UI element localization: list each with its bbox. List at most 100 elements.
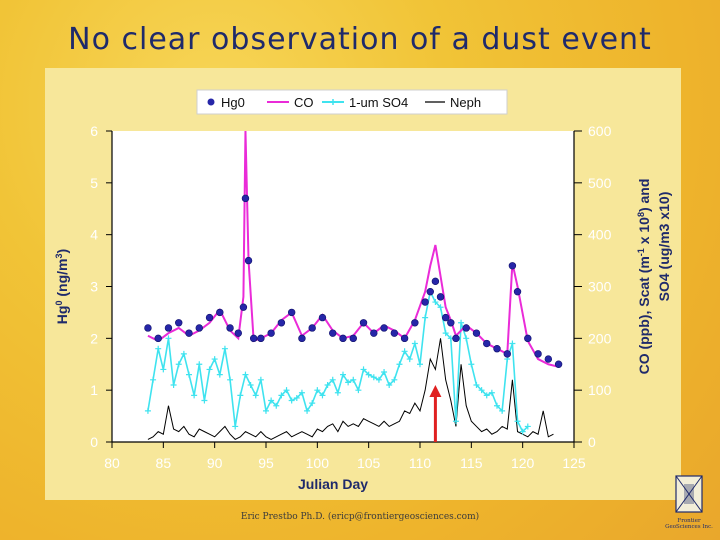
x-tick-label: 120 <box>511 455 535 471</box>
y-left-tick-label: 3 <box>90 279 98 295</box>
series-hg0-point <box>318 313 327 322</box>
series-so4-point <box>519 428 526 435</box>
series-so4-point <box>160 366 167 373</box>
chart-panel: 80 85 90 95 100 105 110 115 120 125 0 1 2 3 4 5 6 0 100 200… <box>45 68 681 500</box>
plot-area <box>112 131 574 442</box>
series-so4-point <box>252 392 259 399</box>
series-so4-point <box>293 394 300 401</box>
footer-credit: Eric Prestbo Ph.D. (ericp@frontiergeosci… <box>240 512 480 522</box>
series-hg0-point <box>503 350 511 358</box>
series-hg0-point <box>298 334 306 343</box>
series-hg0-point <box>524 334 532 343</box>
x-tick-label: 90 <box>207 455 223 471</box>
series-hg0-point <box>400 334 409 343</box>
legend-so4-marker <box>330 99 336 105</box>
series-so4-point <box>463 335 470 342</box>
series-so4-point <box>386 381 393 388</box>
series-so4-point <box>452 418 459 425</box>
series-hg0-point <box>544 355 553 363</box>
series-so4-point <box>144 407 151 414</box>
logo-text: Frontier GeoSciences Inc. <box>662 518 716 530</box>
slide-title: No clear observation of a dust event <box>68 22 652 57</box>
series-hg0-point <box>234 329 242 337</box>
x-tick-label: 115 <box>460 455 483 471</box>
x-tick-label: 85 <box>156 455 172 471</box>
y-right-tick-label: 600 <box>588 123 612 139</box>
series-so4-point <box>350 376 357 383</box>
series-so4-point <box>401 348 408 355</box>
series-so4-point <box>370 374 377 381</box>
series-so4-point <box>304 407 311 414</box>
y-left-tick-label: 4 <box>90 227 98 243</box>
x-tick-label: 110 <box>409 455 432 471</box>
series-hg0-point <box>380 324 388 332</box>
series-hg0-point <box>411 319 419 327</box>
series-so4-point <box>232 423 239 430</box>
series-hg0-point <box>493 345 501 353</box>
series-so4-point <box>324 381 331 388</box>
series-hg0-point <box>508 262 517 270</box>
series-so4-point <box>263 407 269 414</box>
series-so4-point <box>406 356 413 363</box>
series-hg0-point <box>426 287 434 296</box>
series-so4-point <box>473 381 480 388</box>
series-so4-point <box>365 371 372 378</box>
annotation-arrow-head <box>429 384 442 397</box>
y-left-tick-label: 5 <box>90 175 98 191</box>
series-hg0-point <box>534 350 542 358</box>
series-so4-point <box>309 400 316 407</box>
series-hg0-point <box>241 194 250 203</box>
series-so4-point <box>221 345 228 352</box>
series-hg0-point <box>308 324 316 332</box>
x-tick-label: 80 <box>104 455 120 471</box>
y-right-tick-label: 300 <box>588 279 612 295</box>
series-hg0-point <box>164 324 173 332</box>
y-axis-left-title: Hg0 (ng/m3) <box>54 249 70 324</box>
series-hg0-point <box>239 303 248 311</box>
series-hg0-point <box>359 319 368 327</box>
series-so4-point <box>458 319 465 326</box>
y-left-tick-label: 1 <box>90 382 98 398</box>
series-so4-point <box>432 299 439 306</box>
series-so4-point <box>298 389 305 396</box>
series-so4-point <box>288 397 295 404</box>
series-so4-point <box>180 350 187 357</box>
series-so4-point <box>494 402 500 409</box>
series-so4-point <box>196 361 203 368</box>
x-tick-label: 100 <box>306 455 330 471</box>
series-so4-point <box>150 376 157 383</box>
series-hg0-point <box>370 329 378 337</box>
series-hg0-point <box>390 329 399 337</box>
series-hg0-point <box>349 334 357 343</box>
series-hg0-point <box>452 334 460 343</box>
company-logo: Frontier GeoSciences Inc. <box>662 472 716 536</box>
series-so4-point <box>442 330 449 337</box>
series-hg0-point <box>226 324 234 332</box>
series-so4-point <box>237 392 244 399</box>
series-so4-point <box>375 376 382 383</box>
series-so4-point <box>216 371 223 378</box>
series-hg0-point <box>257 334 265 343</box>
series-so4-point <box>360 366 367 373</box>
series-hg0-point <box>472 329 481 337</box>
series-so4-point <box>273 402 280 409</box>
y-axis-right-title-line2: SO4 (ug/m3 x10) <box>656 192 672 302</box>
series-so4-point <box>170 381 177 388</box>
series-so4-point <box>422 314 429 321</box>
series-so4-point <box>211 356 218 363</box>
series-so4-point <box>201 397 208 404</box>
series-hg0-point <box>441 313 450 322</box>
y-left-tick-label: 2 <box>90 330 98 346</box>
series-so4-point <box>381 369 388 376</box>
x-tick-label: 125 <box>562 455 586 471</box>
x-tick-label: 95 <box>258 455 274 471</box>
series-so4-point <box>206 366 213 373</box>
legend-so4-label: 1-um SO4 <box>349 95 408 110</box>
series-hg0-point <box>339 334 347 343</box>
logo-mark-icon <box>675 475 703 513</box>
series-so4-point <box>437 304 444 311</box>
y-right-tick-label: 200 <box>588 330 612 346</box>
y-right-tick-label: 500 <box>588 175 612 191</box>
series-hg0-point <box>436 293 445 301</box>
series-so4-point <box>227 376 234 383</box>
